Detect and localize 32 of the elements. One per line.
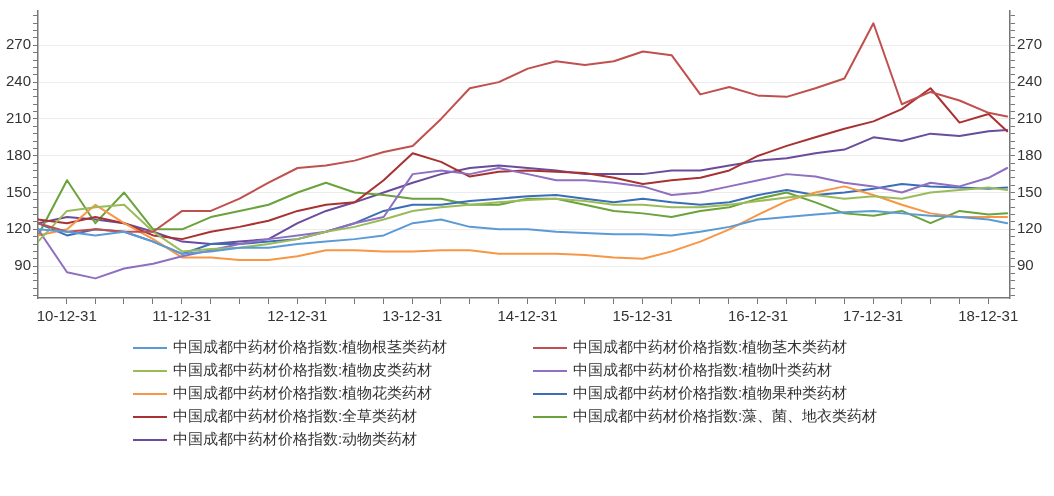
x-tick-label: 18-12-31 — [958, 307, 1019, 325]
y-tick-label: 210 — [6, 109, 32, 127]
y2-tick-label: 90 — [1016, 256, 1034, 274]
legend-label: 中国成都中药材价格指数:植物花类药材 — [173, 384, 433, 403]
legend-label: 中国成都中药材价格指数:植物茎木类药材 — [573, 338, 848, 357]
x-tick-label: 14-12-31 — [497, 307, 558, 325]
y2-tick-label: 240 — [1016, 72, 1042, 90]
x-tick-label: 12-12-31 — [267, 307, 328, 325]
legend-label: 中国成都中药材价格指数:藻、菌、地衣类药材 — [573, 407, 878, 426]
y-tick-label: 90 — [14, 256, 32, 274]
y2-tick-label: 210 — [1016, 109, 1042, 127]
x-tick-label: 17-12-31 — [843, 307, 904, 325]
y2-tick-label: 180 — [1016, 145, 1042, 163]
y2-tick-label: 150 — [1016, 182, 1042, 200]
y2-tick-label: 270 — [1016, 35, 1042, 53]
x-tick-label: 11-12-31 — [152, 307, 212, 325]
x-tick-label: 10-12-31 — [36, 307, 97, 325]
legend-label: 中国成都中药材价格指数:动物类药材 — [173, 430, 418, 449]
y-tick-label: 150 — [6, 182, 32, 200]
legend-label: 中国成都中药材价格指数:植物皮类药材 — [173, 361, 433, 380]
legend-label: 中国成都中药材价格指数:全草类药材 — [173, 407, 418, 426]
x-tick-label: 16-12-31 — [727, 307, 789, 325]
legend-label: 中国成都中药材价格指数:植物根茎类药材 — [173, 338, 448, 357]
y-tick-label: 120 — [6, 219, 32, 237]
y-tick-label: 270 — [6, 35, 32, 53]
x-tick-label: 15-12-31 — [612, 307, 673, 325]
y2-tick-label: 120 — [1016, 219, 1042, 237]
y-tick-label: 180 — [6, 145, 32, 163]
y-tick-label: 240 — [6, 72, 32, 90]
legend-label: 中国成都中药材价格指数:植物果种类药材 — [573, 384, 848, 403]
x-tick-label: 13-12-31 — [382, 307, 443, 325]
legend-label: 中国成都中药材价格指数:植物叶类药材 — [573, 361, 833, 380]
